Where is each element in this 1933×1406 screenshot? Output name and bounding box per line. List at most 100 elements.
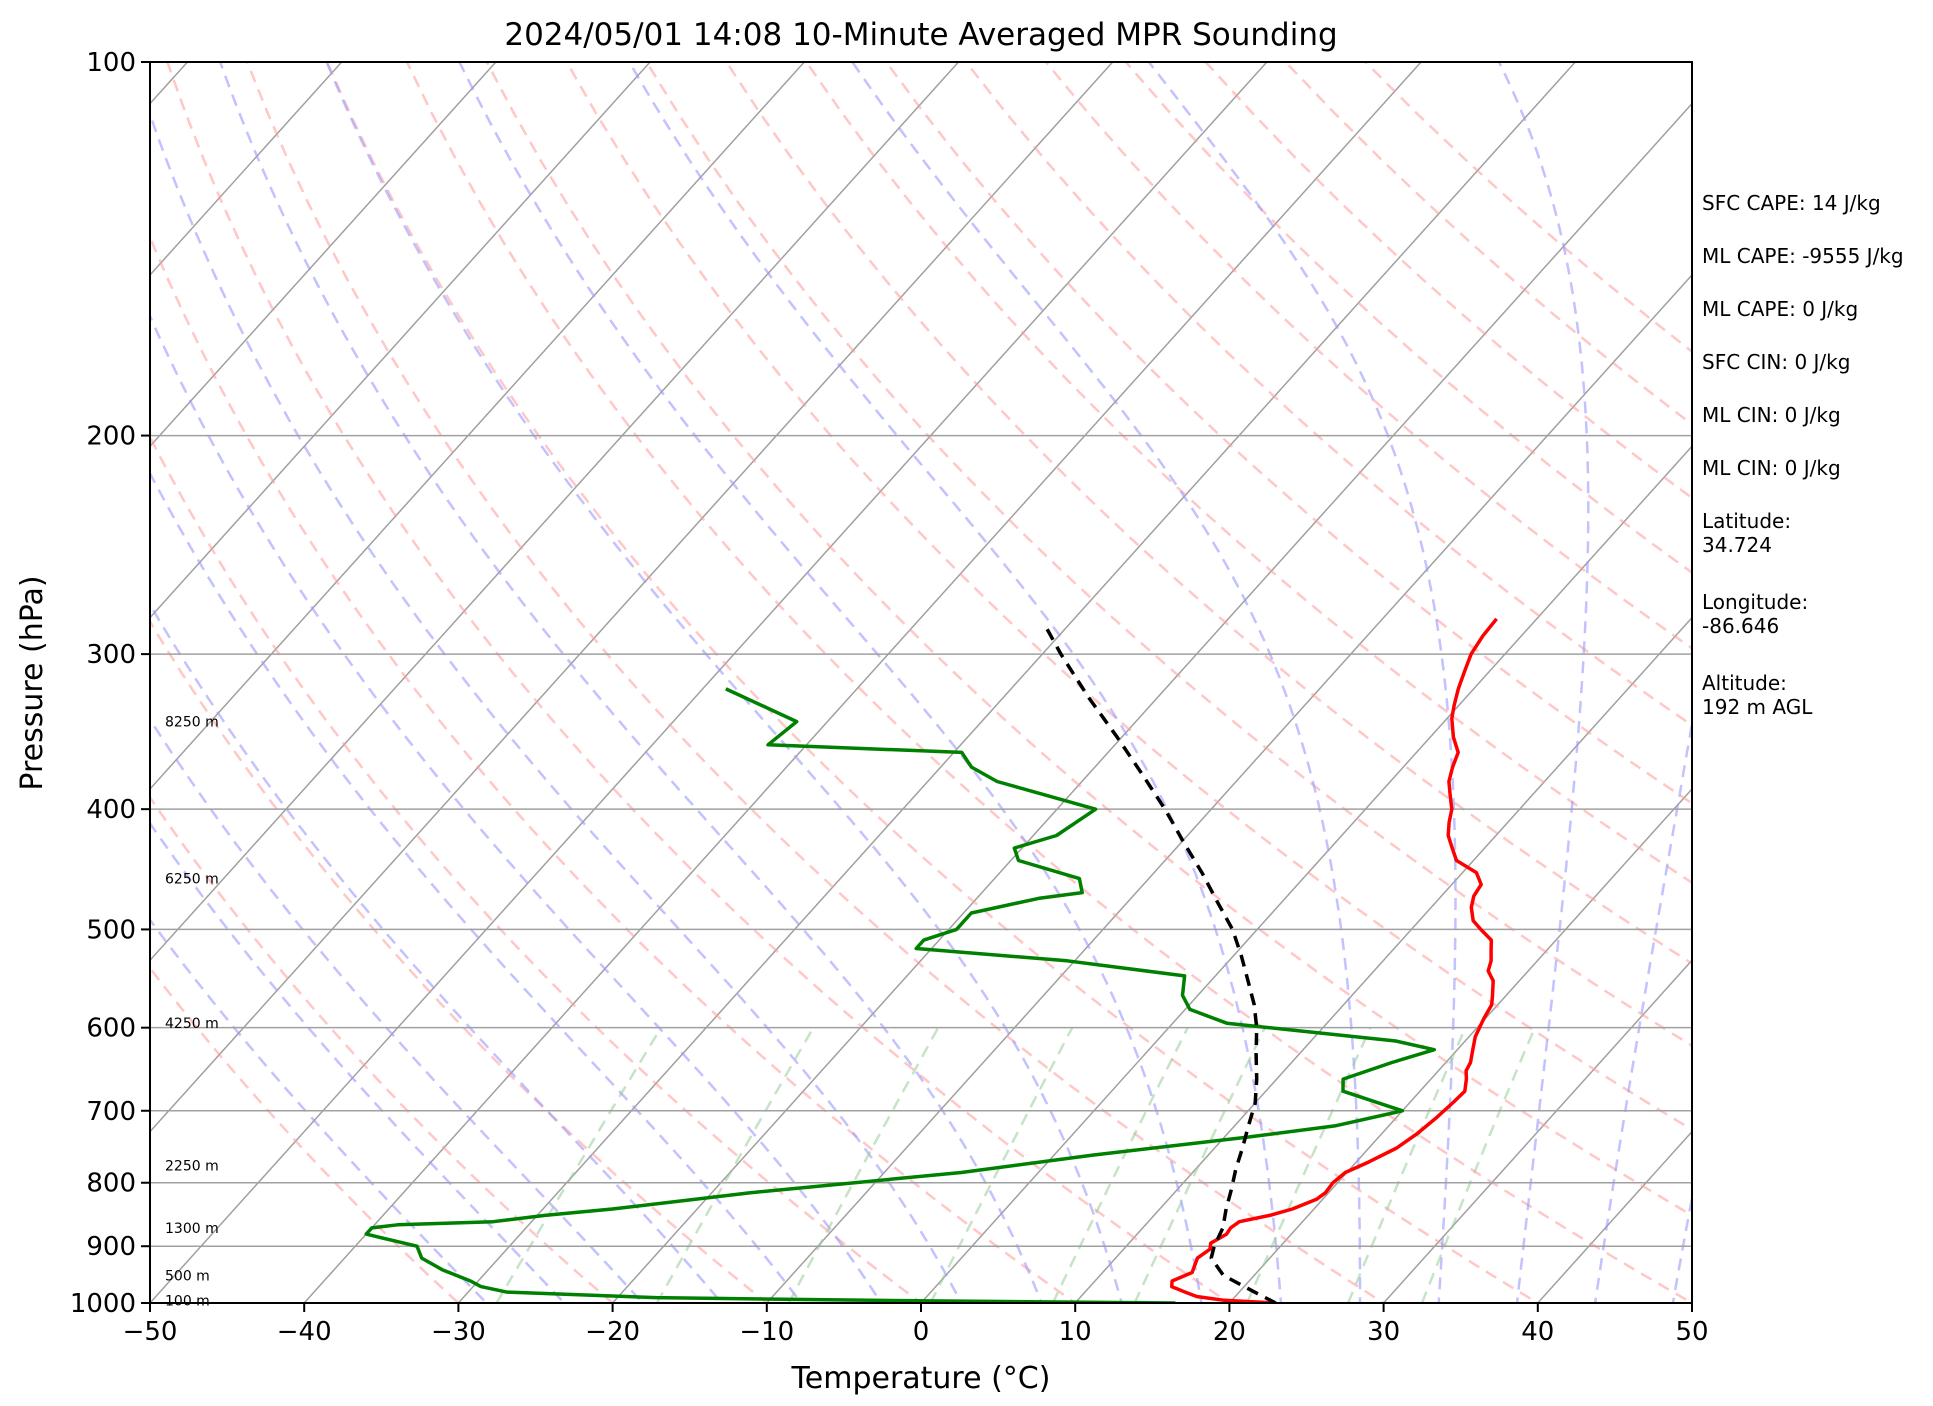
isotherm-line xyxy=(150,62,343,277)
isotherm-line xyxy=(150,62,652,619)
moist-adiabat-line xyxy=(150,821,566,1303)
moist-adiabat-line xyxy=(1497,62,1590,1303)
isotherm-line xyxy=(150,62,1268,1303)
height-label: 8250 m xyxy=(165,715,219,731)
moist-adiabat-line xyxy=(458,62,1203,1303)
dry-adiabat-line xyxy=(405,62,1692,1303)
y-tick-label: 900 xyxy=(86,1232,136,1262)
moist-adiabat-line xyxy=(150,717,645,1303)
moist-adiabat-line xyxy=(851,62,1362,1303)
moist-adiabat-line xyxy=(1593,716,1692,1303)
dry-adiabat-line xyxy=(325,62,1541,1303)
stat-text: Latitude: xyxy=(1702,509,1791,533)
stat-text: ML CAPE: -9555 J/kg xyxy=(1702,244,1904,268)
stat-text: -86.646 xyxy=(1702,614,1779,638)
moist-adiabat-line xyxy=(1147,62,1457,1303)
y-tick-label: 100 xyxy=(86,48,136,78)
height-label: 1300 m xyxy=(165,1221,219,1237)
mixing-ratio-line xyxy=(787,1027,940,1303)
mixing-ratio-line xyxy=(1133,1027,1266,1303)
dry-adiabat-line xyxy=(150,619,769,1303)
y-tick-label: 600 xyxy=(86,1014,136,1044)
isotherm-line xyxy=(611,102,1692,1303)
x-tick-label: −30 xyxy=(431,1317,486,1347)
series-lines xyxy=(364,617,1498,1303)
y-axis-ticks: 100 200 300 400 500 600 700 800 900 1000 xyxy=(70,48,150,1319)
stat-text: 34.724 xyxy=(1702,533,1772,557)
x-tick-label: −10 xyxy=(739,1317,794,1347)
parcel-path-line xyxy=(1044,625,1277,1303)
x-tick-label: 20 xyxy=(1213,1317,1246,1347)
dry-adiabat-line xyxy=(485,62,1692,1217)
x-tick-label: −40 xyxy=(277,1317,332,1347)
mixing-ratio-line xyxy=(1420,1027,1536,1303)
stat-text: SFC CAPE: 14 J/kg xyxy=(1702,191,1881,215)
x-tick-label: 30 xyxy=(1367,1317,1400,1347)
dry-adiabat-line xyxy=(804,62,1692,885)
y-axis-title: Pressure (hPa) xyxy=(15,575,50,790)
sounding-stats: SFC CAPE: 14 J/kg ML CAPE: -9555 J/kg ML C… xyxy=(1702,191,1904,719)
height-label: 4250 m xyxy=(165,1016,219,1032)
dry-adiabat-line xyxy=(724,62,1692,965)
moist-adiabat-line xyxy=(628,62,1283,1303)
stat-text: ML CAPE: 0 J/kg xyxy=(1702,297,1858,321)
dry-adiabat-line xyxy=(165,62,1232,1303)
stat-text: 192 m AGL xyxy=(1702,695,1813,719)
isotherm-line xyxy=(457,62,1577,1303)
stat-text: ML CIN: 0 J/kg xyxy=(1702,456,1841,480)
moist-adiabat-line xyxy=(325,62,1123,1303)
x-tick-label: 10 xyxy=(1059,1317,1092,1347)
y-tick-label: 800 xyxy=(86,1169,136,1199)
mixing-ratio-line xyxy=(929,1027,1074,1303)
moist-adiabat-line xyxy=(150,917,489,1303)
stat-text: SFC CIN: 0 J/kg xyxy=(1702,350,1850,374)
moist-adiabat-line xyxy=(150,470,803,1303)
x-tick-label: 50 xyxy=(1675,1317,1708,1347)
isotherm-line xyxy=(150,62,806,791)
x-tick-label: 0 xyxy=(913,1317,930,1347)
isotherm-line xyxy=(150,62,1114,1133)
height-label: 500 m xyxy=(165,1268,210,1284)
isotherm-line xyxy=(150,62,497,448)
x-tick-label: −20 xyxy=(585,1317,640,1347)
x-tick-label: −50 xyxy=(123,1317,178,1347)
moist-adiabat-line xyxy=(150,313,883,1303)
dry-adiabat-line xyxy=(1044,62,1692,650)
y-tick-label: 500 xyxy=(86,915,136,945)
isotherm-line xyxy=(1228,787,1692,1303)
height-label: 2250 m xyxy=(165,1159,219,1175)
y-tick-label: 200 xyxy=(86,422,136,452)
x-axis-ticks: −50 −40 −30 −20 −10 0 10 20 30 40 50 xyxy=(123,1303,1709,1347)
mixing-ratio-line xyxy=(655,1027,815,1303)
height-labels: 8250 m 6250 m 4250 m 2250 m 1300 m 500 m 100 m xyxy=(165,715,219,1310)
x-tick-label: 40 xyxy=(1521,1317,1554,1347)
y-tick-label: 400 xyxy=(86,795,136,825)
mixing-ratio-line xyxy=(495,1027,663,1303)
y-tick-label: 300 xyxy=(86,640,136,670)
x-axis-title: Temperature (°C) xyxy=(791,1361,1051,1396)
dry-adiabat-line xyxy=(150,434,924,1303)
stat-text: Longitude: xyxy=(1702,590,1808,614)
dry-adiabat-line xyxy=(150,234,1078,1303)
y-tick-label: 700 xyxy=(86,1097,136,1127)
y-tick-label: 1000 xyxy=(70,1289,136,1319)
isotherm-line xyxy=(1382,959,1692,1303)
mixing-ratio-line xyxy=(1245,1027,1372,1303)
moist-adiabat-line xyxy=(219,62,1043,1303)
height-label: 100 m xyxy=(165,1293,210,1309)
moist-adiabat-line xyxy=(150,110,963,1303)
temperature-line xyxy=(1169,617,1498,1303)
chart-title: 2024/05/01 14:08 10-Minute Averaged MPR … xyxy=(504,17,1337,53)
stat-text: Altitude: xyxy=(1702,671,1787,695)
height-label: 6250 m xyxy=(165,872,219,888)
dry-adiabat-line xyxy=(645,62,1692,1048)
isotherm-line xyxy=(150,62,960,962)
background-lines xyxy=(150,62,1692,1303)
dewpoint-line xyxy=(364,687,1437,1303)
isotherm-line xyxy=(1074,616,1692,1303)
dry-adiabat-line xyxy=(1124,62,1692,575)
moist-adiabat-line xyxy=(150,602,724,1303)
stat-text: ML CIN: 0 J/kg xyxy=(1702,403,1841,427)
isotherm-line xyxy=(919,445,1692,1303)
